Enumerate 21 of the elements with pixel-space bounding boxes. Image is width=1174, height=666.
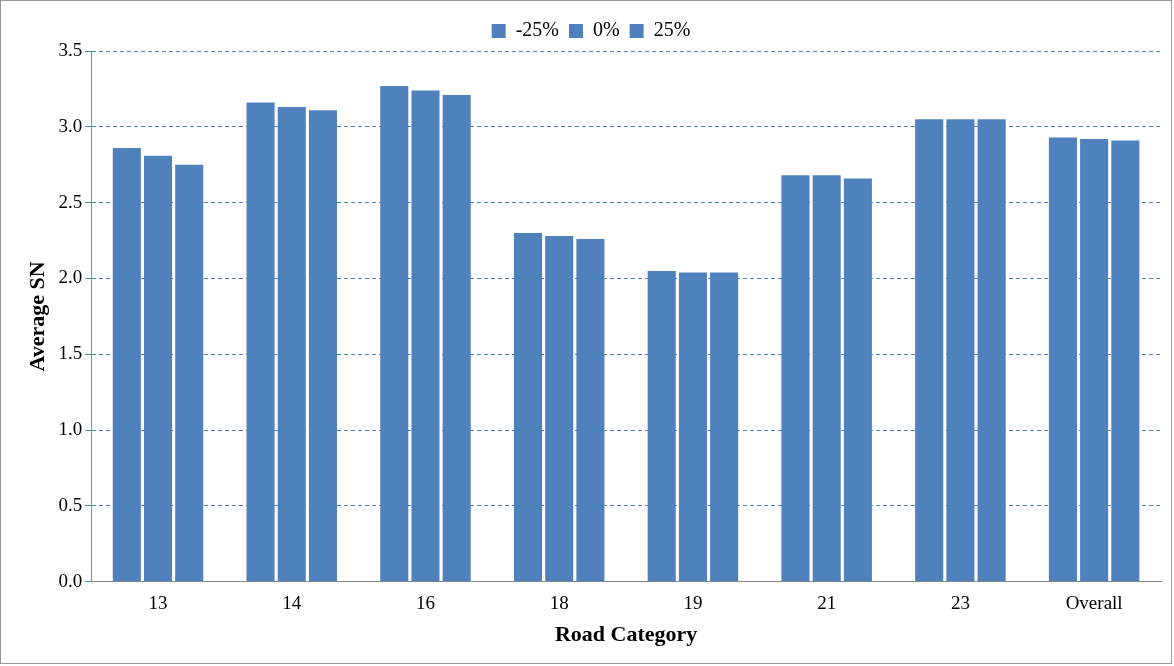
x-tick-label: 23 — [950, 592, 970, 614]
y-tick-label: 0.0 — [58, 569, 83, 591]
y-tick-label: 0.5 — [58, 493, 83, 515]
x-tick-label: Overall — [1065, 592, 1123, 614]
y-tick-label: 2.0 — [58, 266, 83, 288]
x-tick-label: 16 — [415, 592, 435, 614]
legend-label: 25% — [653, 18, 691, 41]
x-tick-label: 14 — [282, 592, 302, 614]
x-tick-label: 13 — [148, 592, 168, 614]
x-axis-title: Road Category — [554, 621, 698, 647]
y-tick-label: 2.5 — [58, 190, 83, 212]
x-tick-label: 18 — [549, 592, 569, 614]
x-tick-label: 19 — [683, 592, 703, 614]
y-tick-label: 1.0 — [58, 418, 83, 440]
y-tick-label: 3.0 — [58, 114, 83, 136]
y-tick-label: 1.5 — [58, 342, 83, 364]
y-tick-label: 3.5 — [58, 38, 83, 60]
legend-label: 0% — [593, 18, 620, 41]
y-axis-title: Average SN — [23, 261, 49, 372]
legend-label: -25% — [515, 18, 560, 41]
x-tick-label: 21 — [817, 592, 837, 614]
